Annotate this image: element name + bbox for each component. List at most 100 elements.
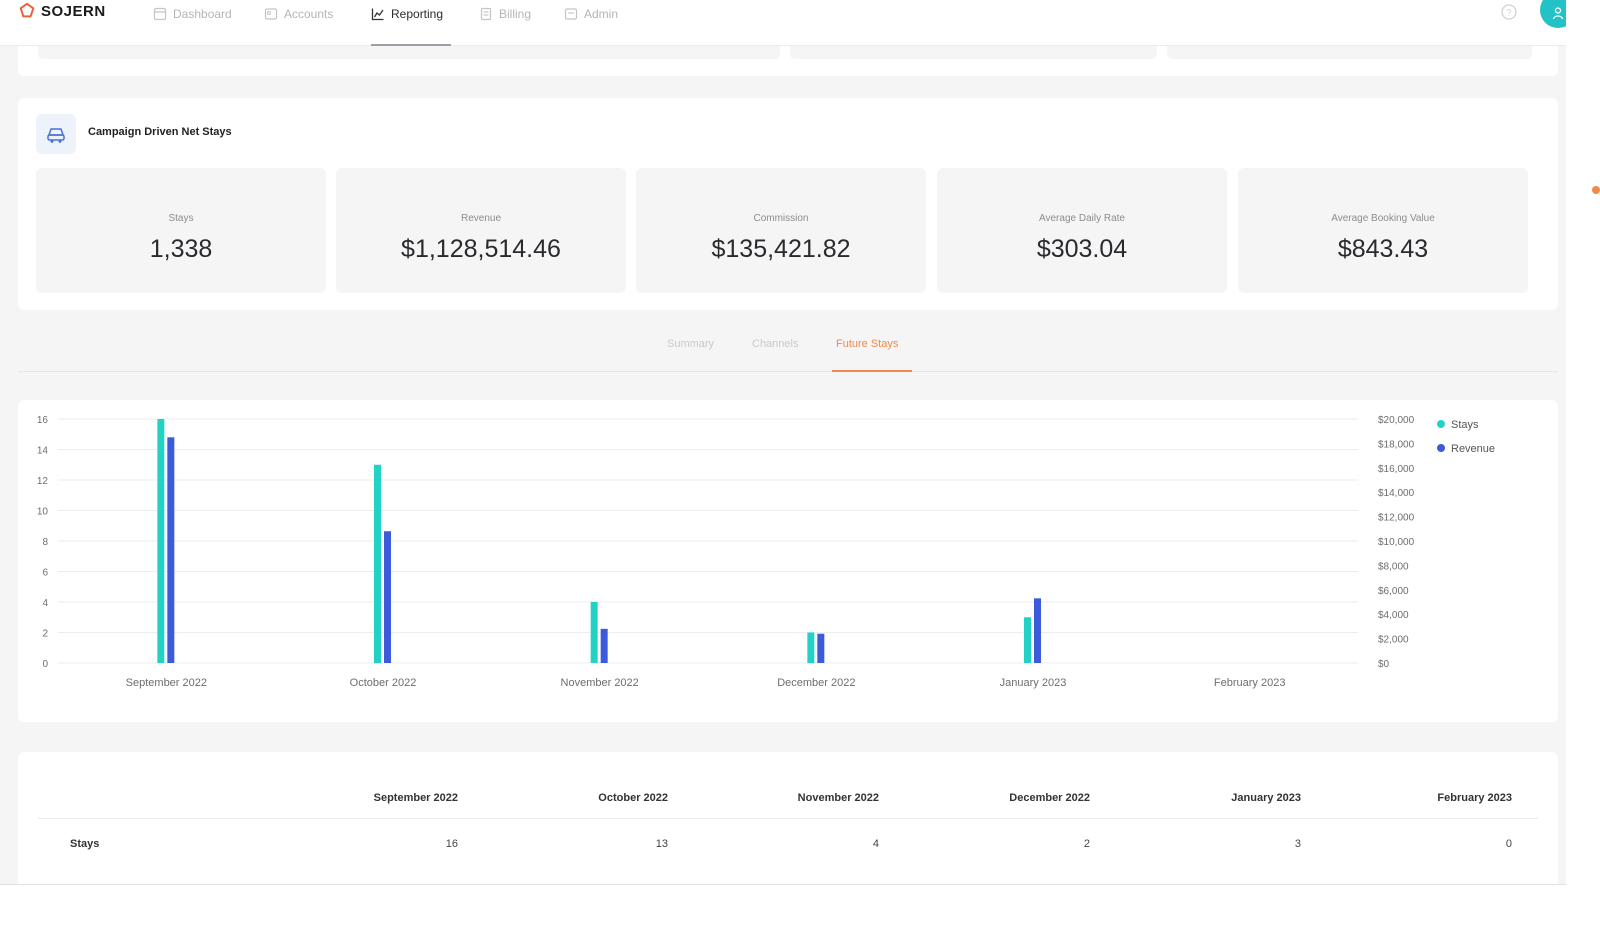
dashboard-icon: [153, 7, 167, 21]
accounts-icon: [264, 8, 278, 20]
metric-average-booking-value: Average Booking Value $843.43: [1238, 168, 1528, 293]
car-icon-box: [36, 114, 76, 154]
user-avatar[interactable]: [1540, 0, 1566, 28]
metric-value: $1,128,514.46: [401, 235, 561, 263]
x-axis-tick-label: January 2023: [1000, 677, 1067, 689]
future-stays-chart-card: 0 2 4 6 8 10 12 14 16 $0 $2,000 $4,000 $6,000 $8,000 $…: [18, 400, 1558, 722]
legend-label: Revenue: [1451, 443, 1495, 455]
y-axis-left-tick-label: 10: [37, 507, 49, 518]
previous-summary-tile: [790, 46, 1157, 59]
brand-logo[interactable]: SOJERN: [18, 2, 106, 20]
future-stays-chart: 0 2 4 6 8 10 12 14 16 $0 $2,000 $4,000 $6,000 $8,000 $…: [37, 415, 1495, 689]
metric-value: 1,338: [149, 235, 213, 263]
y-axis-right-tick-label: $12,000: [1378, 513, 1415, 524]
metric-label: Average Booking Value: [1331, 213, 1435, 224]
metric-value: $135,421.82: [711, 235, 851, 263]
table-cell: 2: [1083, 838, 1090, 850]
table-column-header: September 2022: [373, 792, 458, 804]
svg-text:?: ?: [1506, 8, 1511, 18]
table-column-header: January 2023: [1231, 792, 1301, 804]
revenue-bar: [1034, 598, 1041, 663]
metric-average-daily-rate: Average Daily Rate $303.04: [937, 168, 1227, 293]
card-title: Campaign Driven Net Stays: [88, 126, 232, 138]
legend-swatch: [1437, 444, 1445, 452]
y-axis-left-tick-label: 16: [37, 415, 49, 426]
stays-bar: [1024, 617, 1031, 663]
tab-future-stays[interactable]: Future Stays: [836, 338, 899, 350]
legend-swatch: [1437, 420, 1445, 428]
car-icon: [47, 128, 65, 143]
app-window: SOJERN Dashboard Accounts Reporting Bill…: [0, 0, 1566, 885]
nav-active-indicator: [371, 44, 451, 46]
metric-commission: Commission $135,421.82: [636, 168, 926, 293]
user-icon: [1552, 7, 1564, 20]
campaign-driven-net-stays-card: Campaign Driven Net Stays Stays 1,338 Re…: [18, 98, 1558, 310]
table-header-divider: [38, 818, 1538, 819]
y-axis-right-tick-label: $2,000: [1378, 635, 1409, 646]
tab-summary[interactable]: Summary: [667, 338, 715, 350]
nav-item-label: Billing: [499, 7, 532, 21]
stays-bar: [807, 632, 815, 663]
table-column-header: October 2022: [598, 792, 668, 804]
metric-label: Stays: [168, 213, 194, 224]
metric-label: Average Daily Rate: [1039, 213, 1125, 224]
previous-summary-tile: [38, 46, 780, 59]
x-axis-tick-label: November 2022: [561, 677, 639, 689]
tab-channels[interactable]: Channels: [752, 338, 799, 350]
table-column-header: December 2022: [1009, 792, 1090, 804]
y-axis-right-tick-label: $6,000: [1378, 586, 1409, 597]
admin-icon: [564, 8, 578, 20]
y-axis-right-tick-label: $10,000: [1378, 537, 1415, 548]
table-cell: 3: [1294, 838, 1301, 850]
nav-item-accounts[interactable]: Accounts: [264, 4, 333, 24]
tab-active-indicator: [832, 370, 912, 372]
sojern-logo-icon: [19, 2, 35, 18]
stays-bar: [157, 419, 165, 663]
brand-name: SOJERN: [41, 2, 106, 20]
metric-value: $843.43: [1337, 235, 1429, 263]
scroll-indicator[interactable]: [1592, 186, 1600, 194]
y-axis-left-tick-label: 4: [42, 598, 48, 609]
table-row-label: Stays: [70, 838, 100, 850]
y-axis-left-tick-label: 12: [37, 476, 49, 487]
revenue-bar: [817, 633, 825, 663]
nav-item-admin[interactable]: Admin: [564, 4, 618, 24]
nav-item-dashboard[interactable]: Dashboard: [153, 4, 232, 24]
table-column-header: November 2022: [797, 792, 879, 804]
nav-item-reporting[interactable]: Reporting: [371, 4, 443, 24]
y-axis-right-tick-label: $0: [1378, 659, 1390, 670]
metric-revenue: Revenue $1,128,514.46: [336, 168, 626, 293]
y-axis-left-tick-label: 8: [42, 537, 48, 548]
billing-icon: [480, 7, 492, 21]
metric-label: Commission: [753, 213, 809, 224]
y-axis-right-tick-label: $16,000: [1378, 464, 1415, 475]
chart-line-icon: [371, 8, 384, 21]
nav-item-billing[interactable]: Billing: [479, 4, 531, 24]
previous-summary-tile: [1167, 46, 1532, 59]
x-axis-tick-label: December 2022: [777, 677, 855, 689]
metric-label: Revenue: [460, 213, 502, 224]
future-stays-table: September 2022 October 2022 November 2022 D…: [18, 752, 1558, 884]
y-axis-right-tick-label: $4,000: [1378, 610, 1409, 621]
table-cell: 16: [445, 838, 458, 850]
stays-bar: [590, 602, 598, 663]
stays-bar: [374, 464, 381, 663]
y-axis-right-tick-label: $8,000: [1378, 561, 1409, 572]
table-column-header: February 2023: [1437, 792, 1512, 804]
nav-item-label: Admin: [584, 7, 619, 21]
y-axis-right-tick-label: $14,000: [1378, 488, 1415, 499]
nav-item-label: Reporting: [391, 7, 444, 21]
nav-item-label: Accounts: [284, 7, 334, 21]
metric-value: $303.04: [1036, 235, 1128, 263]
report-tabs: Summary Channels Future Stays: [18, 320, 1558, 372]
help-icon[interactable]: ?: [1500, 3, 1518, 21]
y-axis-right-tick-label: $20,000: [1378, 415, 1415, 426]
metric-stays: Stays 1,338: [36, 168, 326, 293]
x-axis-tick-label: September 2022: [126, 677, 207, 689]
revenue-bar: [384, 531, 391, 663]
legend-label: Stays: [1451, 419, 1479, 431]
y-axis-right-tick-label: $18,000: [1378, 439, 1415, 450]
y-axis-left-tick-label: 14: [37, 446, 49, 457]
y-axis-left-tick-label: 6: [42, 568, 48, 579]
y-axis-left-tick-label: 2: [42, 629, 48, 640]
